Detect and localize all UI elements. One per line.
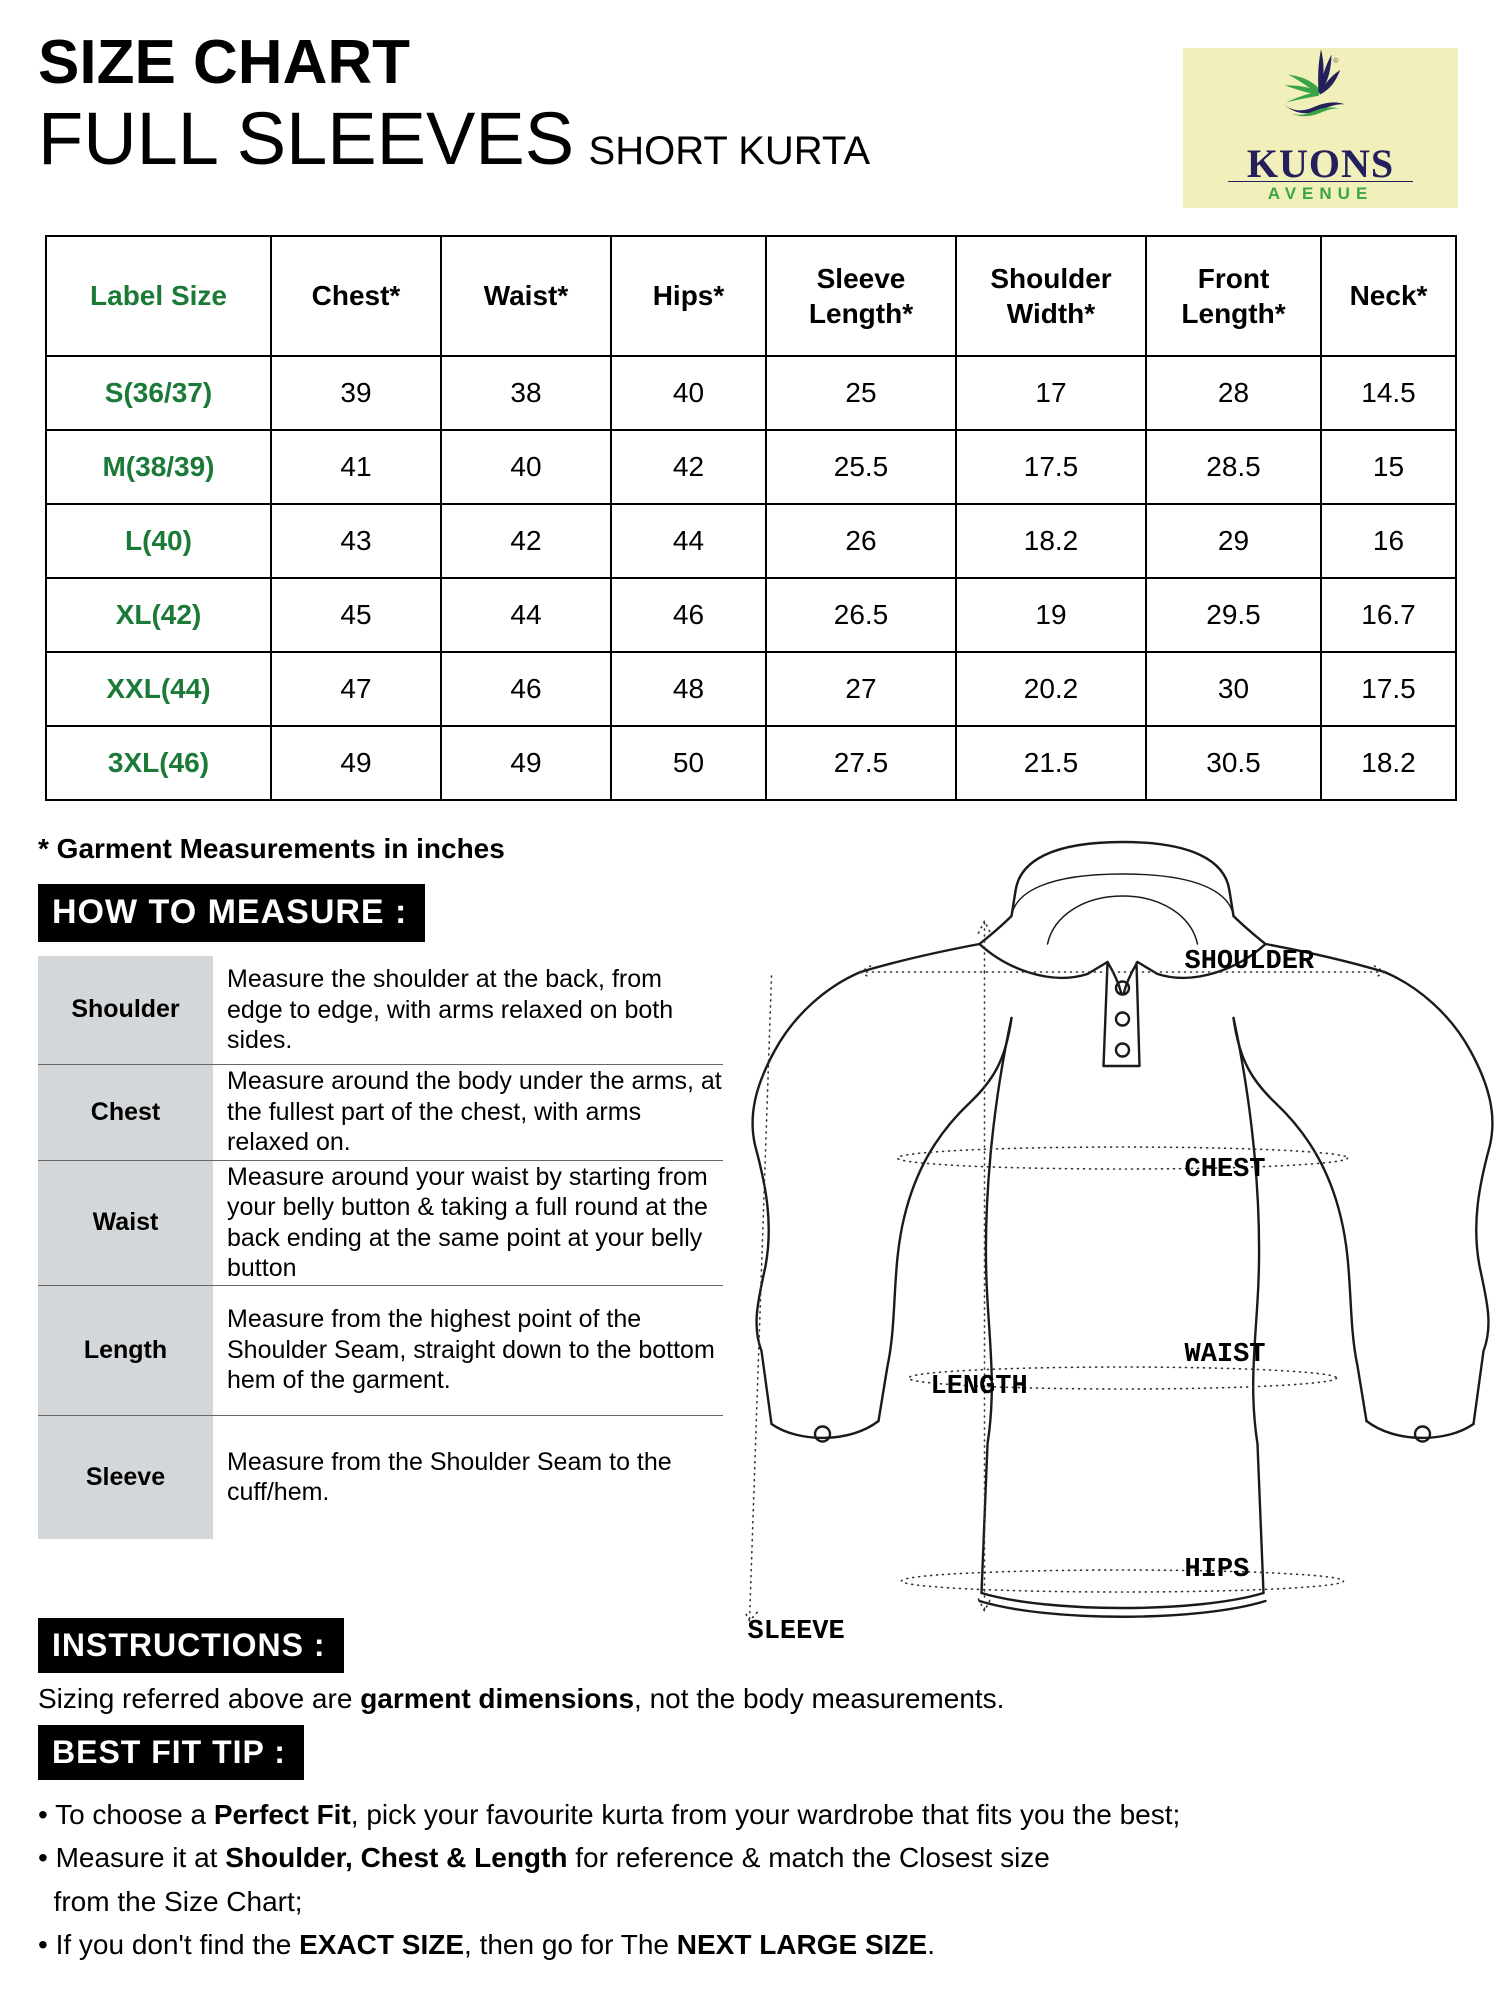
svg-text:HIPS: HIPS — [1185, 1555, 1250, 1585]
svg-text:SHOULDER: SHOULDER — [1185, 947, 1315, 977]
svg-text:R: R — [1335, 59, 1337, 63]
svg-text:WAIST: WAIST — [1185, 1340, 1266, 1370]
svg-text:SLEEVE: SLEEVE — [748, 1617, 845, 1641]
svg-text:CHEST: CHEST — [1185, 1155, 1266, 1185]
svg-text:LENGTH: LENGTH — [931, 1372, 1028, 1402]
